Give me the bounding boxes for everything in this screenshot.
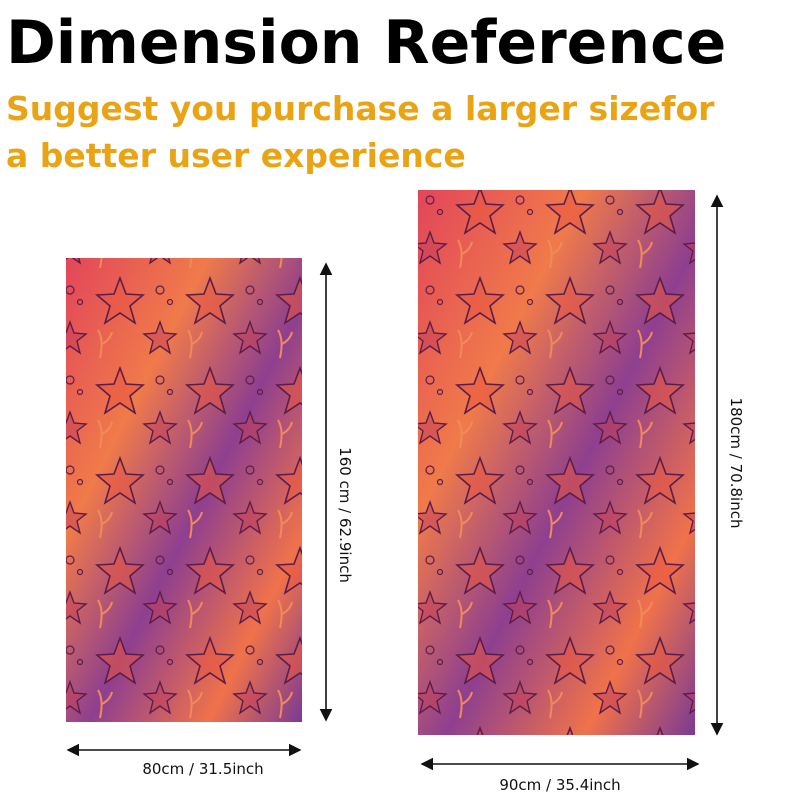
subtitle-line: Suggest you purchase a larger sizefor xyxy=(6,89,715,128)
title: Dimension Reference xyxy=(6,8,726,78)
width-label: 90cm / 35.4inch xyxy=(499,776,620,794)
towel-small xyxy=(66,258,302,722)
towel-large xyxy=(418,190,695,735)
height-label: 160 cm / 62.9inch xyxy=(336,447,354,583)
width-label: 80cm / 31.5inch xyxy=(142,760,263,778)
height-label: 180cm / 70.8inch xyxy=(727,398,745,529)
subtitle-line: a better user experience xyxy=(6,136,466,175)
